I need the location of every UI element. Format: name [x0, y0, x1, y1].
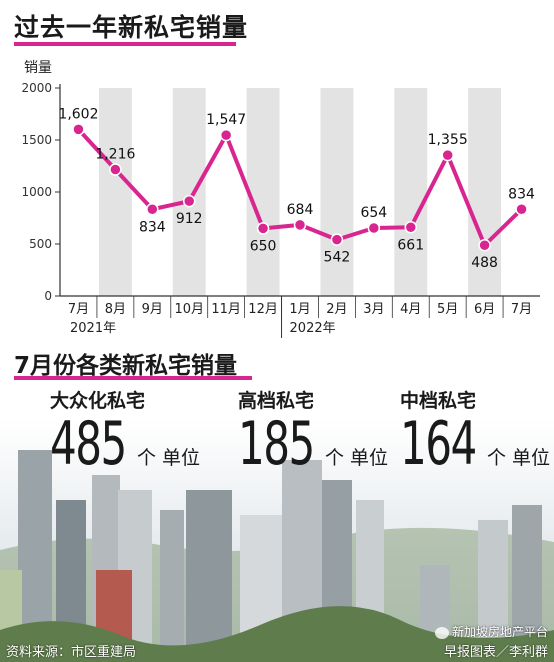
category-name: 大众化私宅 [50, 390, 146, 412]
section-underline [14, 376, 252, 380]
category-value: 185 [238, 409, 315, 479]
credit-text: 早报图表／李利群 [443, 645, 548, 660]
category-unit: 个 单位 [325, 447, 389, 469]
grid-band [98, 88, 132, 296]
x-tick-label: 7月 [511, 302, 532, 317]
category-value: 485 [50, 409, 127, 479]
data-label: 650 [250, 238, 277, 254]
y-tick-label: 1500 [21, 133, 52, 147]
data-point [404, 221, 418, 234]
chart-title: 过去一年新私宅销量 [14, 13, 249, 42]
x-tick-label: 2月 [326, 302, 347, 317]
data-label: 1,216 [95, 147, 135, 163]
x-tick-label: 5月 [437, 302, 458, 317]
data-point [182, 194, 196, 208]
data-label: 488 [471, 255, 498, 271]
x-tick-label: 1月 [289, 302, 310, 317]
data-label: 834 [508, 186, 535, 202]
category-mid-tier: 中档私宅 164 个 单位 [400, 386, 550, 475]
x-tick-label: 11月 [211, 302, 241, 317]
data-point [330, 233, 344, 246]
data-label: 661 [397, 237, 424, 253]
source-text: 资料来源：市区重建局 [6, 645, 137, 660]
category-mass-market: 大众化私宅 485 个 单位 [50, 386, 200, 475]
y-tick-label: 1000 [21, 185, 52, 199]
section-title: 7月份各类新私宅销量 [14, 353, 238, 379]
grid-band [394, 88, 428, 296]
data-point [478, 238, 491, 252]
year-label: 2022年 [290, 321, 336, 336]
y-axis-label: 销量 [24, 60, 52, 76]
x-tick-label: 3月 [363, 302, 384, 317]
year-label: 2021年 [70, 321, 116, 336]
data-point [441, 148, 454, 162]
data-label: 1,602 [58, 106, 98, 122]
x-tick-label: 8月 [105, 302, 126, 317]
y-tick-label: 500 [29, 237, 52, 251]
x-tick-label: 12月 [248, 302, 278, 317]
data-point [367, 221, 381, 235]
y-tick-label: 0 [44, 289, 52, 303]
data-label: 654 [360, 205, 387, 221]
category-unit: 个 单位 [487, 447, 551, 469]
x-tick-label: 4月 [400, 302, 421, 317]
data-point [515, 203, 528, 216]
data-point [219, 128, 233, 142]
data-point [146, 203, 159, 216]
data-label: 684 [287, 202, 314, 218]
category-name: 高档私宅 [238, 390, 315, 412]
watermark-text: 新加坡房地产平台 [451, 625, 548, 639]
data-label: 542 [324, 250, 351, 266]
x-tick-label: 9月 [142, 302, 163, 317]
x-tick-label: 7月 [68, 302, 89, 317]
watermark: 新加坡房地产平台 [434, 623, 548, 640]
category-value: 164 [400, 409, 477, 479]
data-label: 912 [176, 211, 203, 227]
data-point [72, 123, 85, 136]
grid-band [468, 88, 502, 296]
x-tick-label: 6月 [474, 302, 495, 317]
grid-band [320, 88, 354, 296]
category-luxury: 高档私宅 185 个 单位 [238, 386, 388, 475]
skyline-illustration [0, 420, 554, 662]
data-label: 1,547 [206, 112, 246, 128]
data-label: 834 [139, 219, 166, 235]
y-tick-label: 2000 [21, 81, 52, 95]
grid-band [172, 88, 206, 296]
data-label: 1,355 [428, 132, 468, 148]
wechat-icon [434, 626, 449, 639]
city-photo [0, 420, 554, 662]
data-point [109, 163, 122, 176]
data-point [293, 218, 307, 232]
title-underline [14, 42, 236, 46]
data-point [256, 222, 270, 235]
line-chart: 销量 0 500 1000 1500 2000 7月 8月 9月 10月 11月 12月 1月 2月 3月 4… [21, 60, 540, 338]
footer: 资料来源：市区重建局 早报图表／李利群 [0, 642, 554, 662]
x-tick-label: 10月 [174, 302, 204, 317]
grid-band [246, 88, 280, 296]
category-unit: 个 单位 [137, 447, 201, 469]
category-name: 中档私宅 [400, 390, 477, 412]
